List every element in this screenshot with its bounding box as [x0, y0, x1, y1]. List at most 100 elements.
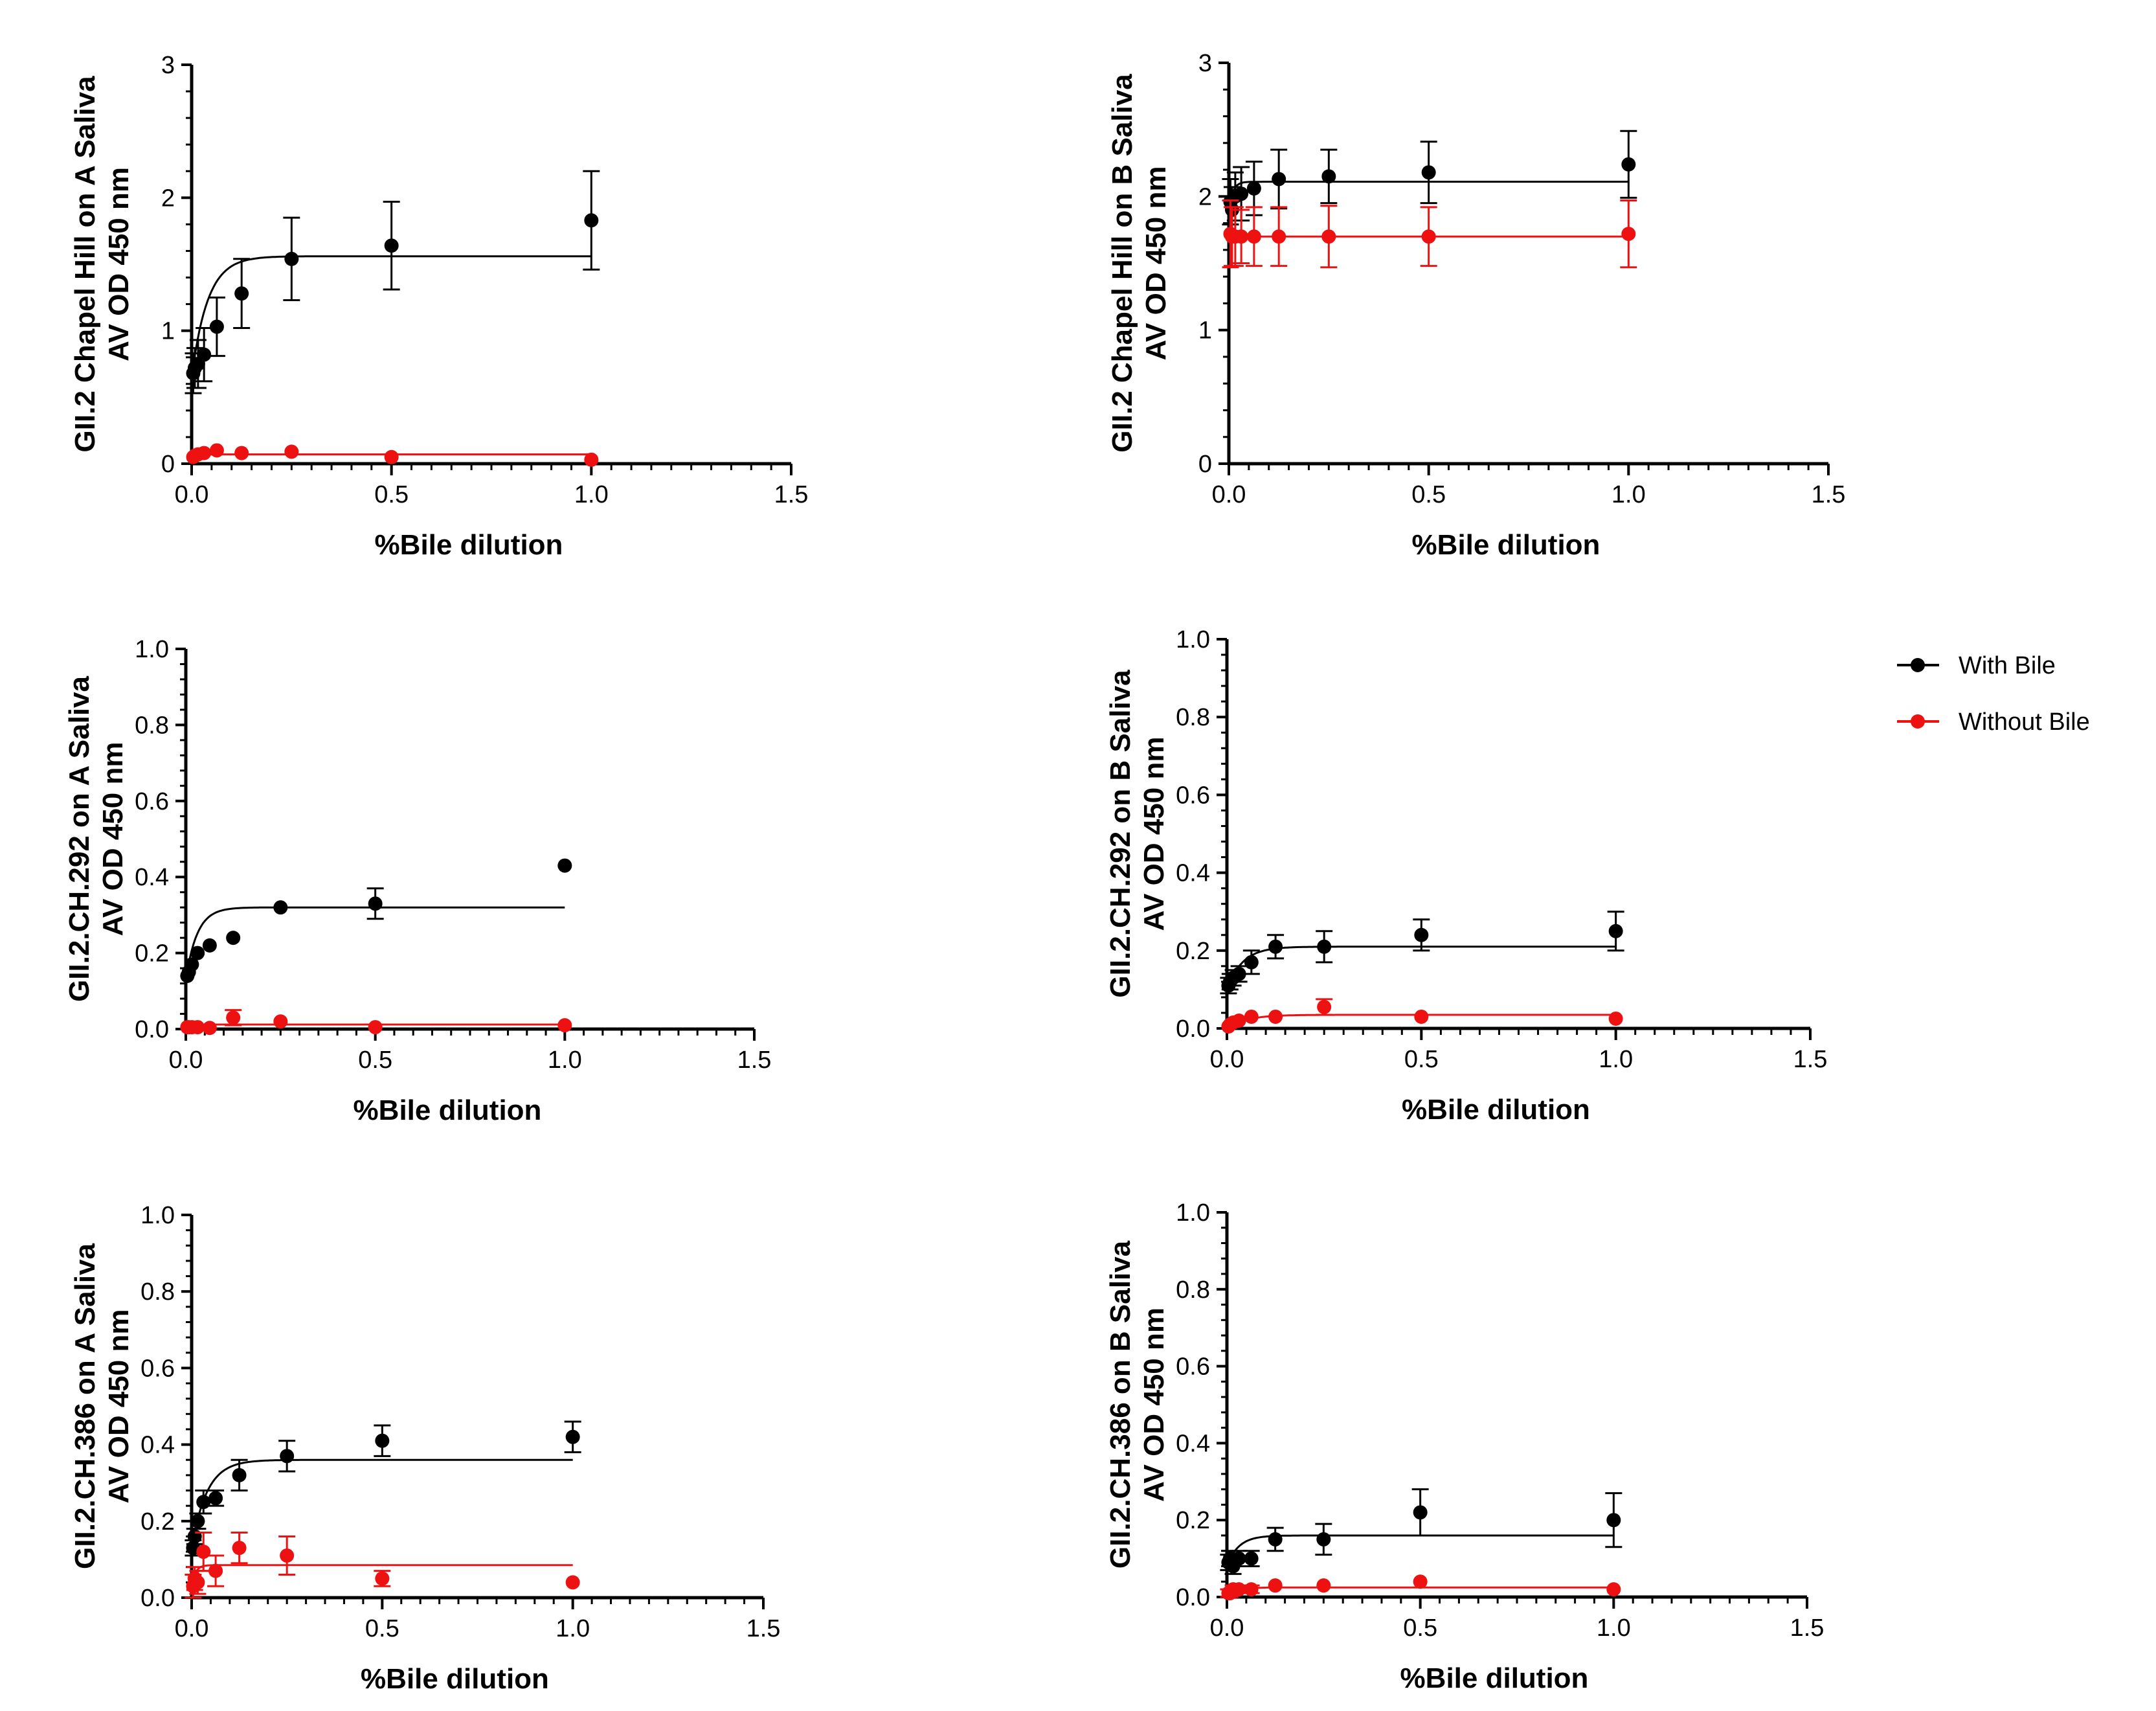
series-without-bile — [185, 1532, 580, 1599]
y-tick-label: 0.4 — [1176, 860, 1210, 887]
y-axis-unit-label: AV OD 450 nm — [1140, 166, 1172, 361]
y-tick-label: 0.8 — [1176, 1276, 1210, 1304]
data-point — [584, 452, 599, 467]
series-without-bile — [186, 443, 599, 467]
y-tick-label: 3 — [1198, 50, 1212, 77]
fit-curve — [1226, 946, 1616, 990]
y-axis-unit-label: AV OD 450 nm — [1138, 737, 1170, 931]
y-tick-label: 0.4 — [1176, 1430, 1210, 1457]
chart-panel-5: 0.0 0.2 0.4 0.6 0.8 1.0 0.0 0.5 1.0 1.5 %Bile dilu… — [69, 1202, 780, 1695]
data-point — [368, 896, 383, 911]
x-axis-title: %Bile dilution — [1402, 1094, 1590, 1126]
x-axis-title: %Bile dilution — [375, 529, 563, 561]
data-point — [190, 1513, 205, 1528]
x-tick-label: 1.0 — [1611, 481, 1646, 508]
y-tick-label: 0.0 — [135, 1016, 169, 1043]
data-point — [1231, 1013, 1246, 1028]
y-axis-unit-label: AV OD 450 nm — [103, 167, 135, 361]
x-tick-label: 0.0 — [1212, 481, 1246, 508]
y-tick-label: 0.4 — [140, 1432, 175, 1459]
y-tick-label: 0.2 — [1176, 1507, 1210, 1534]
data-point — [1244, 955, 1259, 969]
y-tick-label: 0.8 — [135, 712, 169, 739]
y-tick-label: 0.6 — [1176, 782, 1210, 809]
x-tick-label: 0.0 — [175, 1615, 209, 1642]
data-point — [232, 1467, 247, 1482]
legend-without-bile-label: Without Bile — [1959, 708, 2090, 736]
series-with-bile — [185, 1420, 581, 1557]
series-without-bile — [1222, 199, 1637, 269]
y-axis-title: GII.2.CH.292 on A Saliva — [63, 676, 95, 1002]
y-tick-label: 1 — [1198, 317, 1212, 345]
x-tick-label: 1.5 — [747, 1615, 781, 1642]
y-tick-label: 0.2 — [135, 940, 169, 968]
data-point — [190, 1020, 205, 1035]
x-tick-label: 0.0 — [1210, 1615, 1244, 1642]
chart-panel-1: 0 1 2 3 0.0 0.5 1.0 1.5 %Bile dilution GII.2 Chap… — [69, 52, 808, 561]
y-tick-label: 0.0 — [140, 1585, 175, 1612]
x-axis-title: %Bile dilution — [1400, 1662, 1589, 1694]
chart-panel-6: 0.0 0.2 0.4 0.6 0.8 1.0 0.0 0.5 1.0 1.5 %Bile dilu… — [1105, 1199, 1824, 1694]
data-point — [1321, 229, 1336, 244]
data-point — [1268, 1532, 1283, 1547]
data-point — [1272, 229, 1286, 244]
data-point — [1231, 966, 1246, 981]
data-point — [1317, 999, 1332, 1014]
data-point — [226, 1010, 241, 1025]
y-tick-label: 0.2 — [1176, 938, 1210, 965]
data-point — [584, 213, 599, 228]
chart-panels: 0 1 2 3 0.0 0.5 1.0 1.5 %Bile dilution GII.2 Chap… — [63, 50, 1845, 1695]
data-point — [1606, 1513, 1621, 1528]
data-point — [384, 238, 399, 253]
data-point — [1317, 939, 1332, 954]
data-point — [196, 1495, 211, 1510]
data-point — [368, 1020, 383, 1035]
data-point — [1268, 939, 1283, 954]
data-point — [232, 1541, 247, 1556]
data-point — [1316, 1532, 1331, 1547]
data-point — [1268, 1009, 1283, 1024]
x-tick-label: 0.0 — [169, 1047, 203, 1074]
fit-curve — [190, 1458, 573, 1548]
data-point — [190, 946, 205, 960]
y-tick-label: 0.4 — [135, 864, 169, 891]
data-point — [1421, 165, 1436, 180]
data-point — [1421, 229, 1436, 244]
data-point — [565, 1575, 580, 1590]
y-axis-unit-label: AV OD 450 nm — [1138, 1308, 1170, 1502]
data-point — [1321, 169, 1336, 184]
data-point — [1413, 1574, 1428, 1589]
data-point — [375, 1571, 390, 1586]
series-with-bile — [185, 170, 600, 394]
y-axis-title: GII.2.CH.292 on B Saliva — [1105, 670, 1136, 998]
y-axis-title: GII.2.CH.386 on B Saliva — [1105, 1240, 1136, 1569]
y-axis-title: GII.2.CH.386 on A Saliva — [69, 1243, 101, 1569]
y-tick-label: 0.0 — [1176, 1584, 1210, 1611]
legend-with-bile-label: With Bile — [1959, 652, 2056, 679]
y-tick-label: 3 — [161, 52, 175, 79]
legend-without-bile-marker — [1911, 714, 1925, 729]
legend-with-bile-marker — [1911, 658, 1925, 672]
y-axis-unit-label: AV OD 450 nm — [97, 742, 129, 936]
data-point — [565, 1429, 580, 1444]
data-point — [284, 251, 299, 266]
x-tick-label: 0.5 — [1411, 481, 1446, 508]
data-point — [226, 931, 241, 946]
series-without-bile — [180, 1009, 572, 1036]
data-point — [273, 1014, 288, 1029]
data-point — [1608, 1011, 1623, 1026]
data-point — [1272, 172, 1286, 187]
data-point — [1234, 229, 1249, 244]
data-point — [284, 444, 299, 459]
fit-curve — [190, 1564, 573, 1587]
x-tick-label: 0.5 — [1404, 1046, 1439, 1073]
data-point — [1268, 1578, 1283, 1593]
data-point — [1246, 181, 1261, 196]
y-tick-label: 0.2 — [140, 1508, 175, 1535]
x-tick-label: 0.5 — [374, 481, 409, 508]
x-tick-label: 1.0 — [548, 1047, 582, 1074]
x-tick-label: 1.0 — [1599, 1046, 1633, 1073]
data-point — [557, 858, 572, 873]
y-tick-label: 1 — [161, 318, 175, 345]
data-point — [1621, 157, 1636, 172]
